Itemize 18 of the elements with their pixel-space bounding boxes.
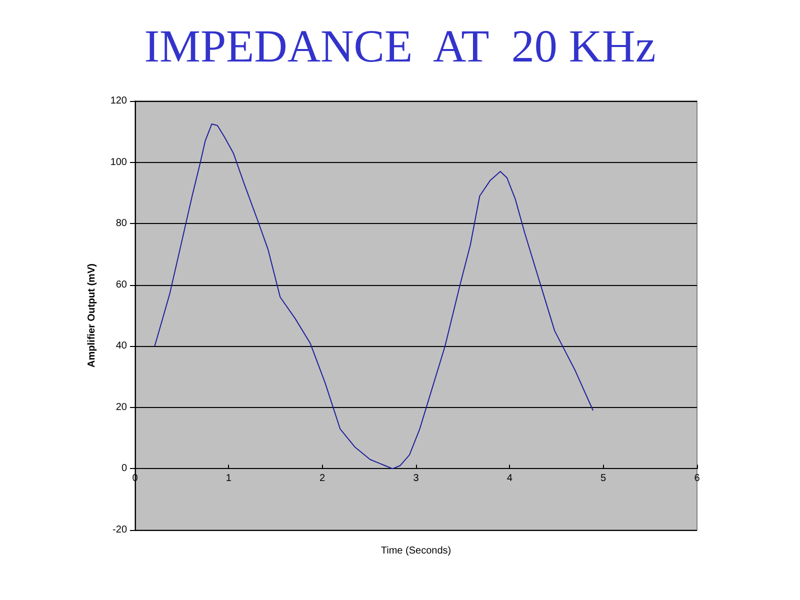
- x-tick-label: 5: [600, 473, 607, 484]
- y-axis-title: Amplifier Output (mV): [86, 264, 98, 368]
- y-tick-label: 100: [110, 156, 128, 168]
- x-tick-label: 4: [506, 473, 513, 484]
- x-tick-label: 6: [694, 473, 700, 484]
- y-tick-label: 40: [116, 340, 128, 352]
- y-tick-label: 120: [110, 96, 128, 106]
- chart-title: IMPEDANCE AT 20 KHz: [144, 20, 656, 72]
- x-tick-label: 2: [320, 473, 326, 484]
- y-tick-label: 20: [116, 402, 128, 413]
- y-tick-label: 0: [121, 463, 128, 474]
- y-tick-label: 60: [116, 279, 128, 290]
- y-tick-label: 80: [116, 218, 128, 230]
- x-axis-title: Time (Seconds): [380, 546, 452, 556]
- x-tick-label: 3: [413, 473, 420, 484]
- line-series: [154, 123, 594, 470]
- x-tick-label: 1: [226, 473, 232, 484]
- y-tick-label: -20: [112, 524, 128, 536]
